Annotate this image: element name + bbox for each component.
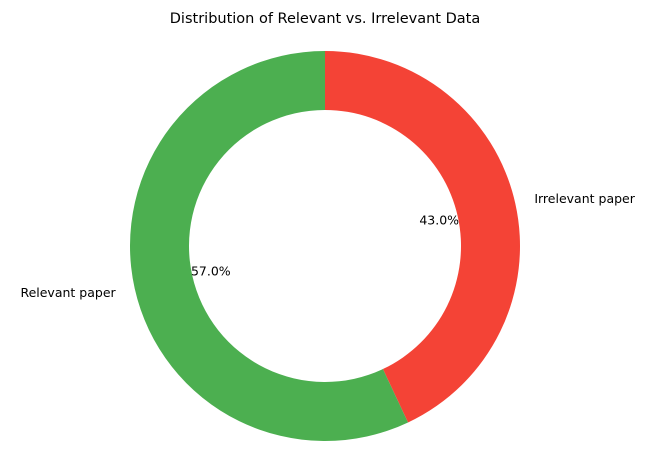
chart-title: Distribution of Relevant vs. Irrelevant … bbox=[170, 11, 480, 27]
slice-relevant-paper bbox=[129, 51, 409, 441]
donut-labels: 43.0% Irrelevant paper 57.0% Relevant paper bbox=[20, 191, 635, 300]
percent-label-0: 43.0% bbox=[419, 212, 459, 227]
slice-label-1: Relevant paper bbox=[20, 285, 116, 300]
percent-label-1: 57.0% bbox=[191, 264, 231, 279]
slice-label-0: Irrelevant paper bbox=[534, 191, 635, 206]
slice-irrelevant-paper bbox=[325, 51, 520, 423]
donut-slices bbox=[129, 51, 520, 441]
